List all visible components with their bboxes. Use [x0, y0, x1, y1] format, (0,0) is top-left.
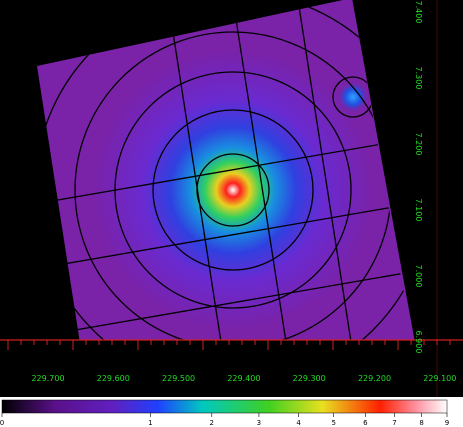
colorbar-label: 3 — [257, 419, 261, 427]
x-axis-label: 229.600 — [97, 374, 130, 383]
x-axis-label: 229.500 — [162, 374, 195, 383]
colorbar-label: 0 — [0, 419, 4, 427]
colorbar-label: 6 — [363, 419, 368, 427]
y-axis-label: 7.000 — [414, 265, 423, 288]
x-axis-label: 229.700 — [31, 374, 64, 383]
colorbar — [1, 399, 448, 414]
colorbar-label: 2 — [210, 419, 214, 427]
image-frame — [37, 0, 415, 340]
colorbar-label: 5 — [331, 419, 335, 427]
y-axis-label: 6.900 — [414, 331, 423, 354]
x-axis-label: 229.400 — [227, 374, 260, 383]
source-blob — [337, 81, 369, 113]
y-axis-label: 7.300 — [414, 67, 423, 90]
colorbar-label: 8 — [419, 419, 423, 427]
y-axis-label: 7.200 — [414, 133, 423, 156]
y-axis-label: 7.400 — [414, 1, 423, 24]
colorbar-label: 1 — [148, 419, 152, 427]
x-axis-label: 229.100 — [423, 374, 456, 383]
colorbar-label: 9 — [445, 419, 449, 427]
y-axis-label: 7.100 — [414, 199, 423, 222]
colorbar-label: 4 — [296, 419, 301, 427]
x-axis-label: 229.300 — [293, 374, 326, 383]
colorbar-label: 7 — [392, 419, 396, 427]
x-axis-label: 229.200 — [358, 374, 391, 383]
